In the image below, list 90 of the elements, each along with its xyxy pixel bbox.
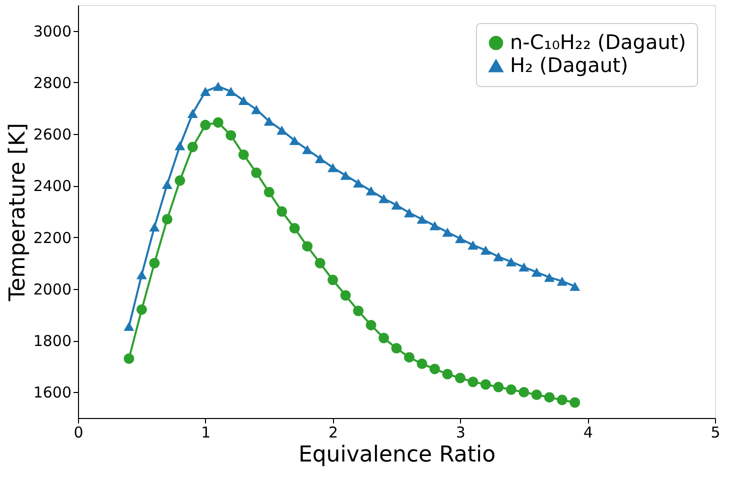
point: [149, 258, 160, 268]
point: [493, 382, 504, 392]
point: [276, 206, 288, 217]
y-tick-label: 2400: [33, 177, 72, 196]
point: [302, 241, 313, 252]
point: [162, 214, 172, 224]
point: [251, 168, 262, 178]
x-tick-label: 5: [710, 424, 720, 442]
point: [404, 352, 414, 363]
point: [518, 386, 530, 398]
point: [468, 376, 478, 388]
point: [264, 186, 274, 198]
point: [289, 136, 300, 146]
point: [124, 353, 134, 364]
y-tick-label: 2000: [33, 280, 72, 298]
point: [518, 262, 530, 272]
point: [442, 228, 453, 237]
point: [264, 116, 274, 126]
point: [149, 222, 160, 232]
point: [493, 252, 504, 262]
point: [404, 208, 414, 218]
x-tick-label: 0: [74, 424, 84, 442]
point: [340, 170, 351, 180]
legend-label: H₂ (Dagaut): [510, 53, 628, 77]
point: [353, 178, 364, 188]
point: [454, 372, 466, 384]
point: [506, 257, 516, 266]
point: [454, 234, 466, 244]
point: [378, 194, 390, 204]
point: [468, 240, 478, 250]
point: [391, 343, 402, 354]
point: [570, 282, 580, 291]
point: [162, 180, 172, 189]
point: [570, 397, 580, 408]
point: [353, 306, 364, 316]
x-tick-label: 3: [456, 424, 466, 442]
point: [174, 175, 186, 186]
y-tick-label: 1800: [33, 332, 72, 350]
point: [302, 145, 313, 154]
point: [416, 358, 428, 370]
point: [366, 320, 376, 330]
point: [531, 390, 542, 400]
point: [212, 117, 224, 128]
point: [544, 392, 555, 403]
point: [544, 272, 555, 282]
point: [136, 270, 147, 280]
x-tick-label: 2: [328, 424, 338, 442]
y-tick-label: 2600: [33, 126, 72, 144]
point: [187, 108, 198, 118]
point: [480, 246, 491, 255]
point: [136, 304, 147, 315]
y-tick-label: 1600: [33, 384, 72, 402]
point: [429, 364, 440, 374]
point: [531, 268, 542, 277]
point: [328, 163, 338, 172]
y-axis-title: Temperature [K]: [5, 123, 30, 302]
point: [391, 200, 402, 210]
point: [251, 105, 262, 114]
point: [378, 332, 390, 344]
legend-label: n-C₁₀H₂₂ (Dagaut): [510, 30, 686, 54]
y-tick-label: 2200: [33, 228, 72, 247]
x-tick-label: 4: [583, 424, 593, 442]
point: [187, 142, 198, 152]
point: [314, 154, 326, 164]
point: [200, 120, 211, 130]
point: [314, 258, 326, 268]
point: [212, 82, 224, 91]
point: [429, 221, 440, 230]
point: [276, 126, 288, 135]
point: [226, 86, 236, 96]
point: [442, 368, 453, 380]
point: [556, 276, 568, 286]
point: [238, 149, 249, 160]
point: [289, 223, 300, 234]
point: [480, 379, 491, 390]
point: [366, 186, 376, 196]
y-tick-label: 3000: [33, 22, 72, 40]
point: [416, 214, 428, 224]
point: [328, 274, 338, 286]
point: [506, 384, 516, 395]
point: [226, 130, 236, 141]
point: [238, 96, 249, 106]
point: [340, 290, 351, 301]
x-tick-label: 1: [201, 424, 211, 442]
x-axis-title: Equivalence Ratio: [298, 442, 496, 468]
point: [124, 322, 134, 331]
point: [200, 86, 211, 96]
y-tick-label: 2800: [33, 74, 72, 92]
point: [174, 141, 186, 150]
point: [556, 394, 568, 406]
